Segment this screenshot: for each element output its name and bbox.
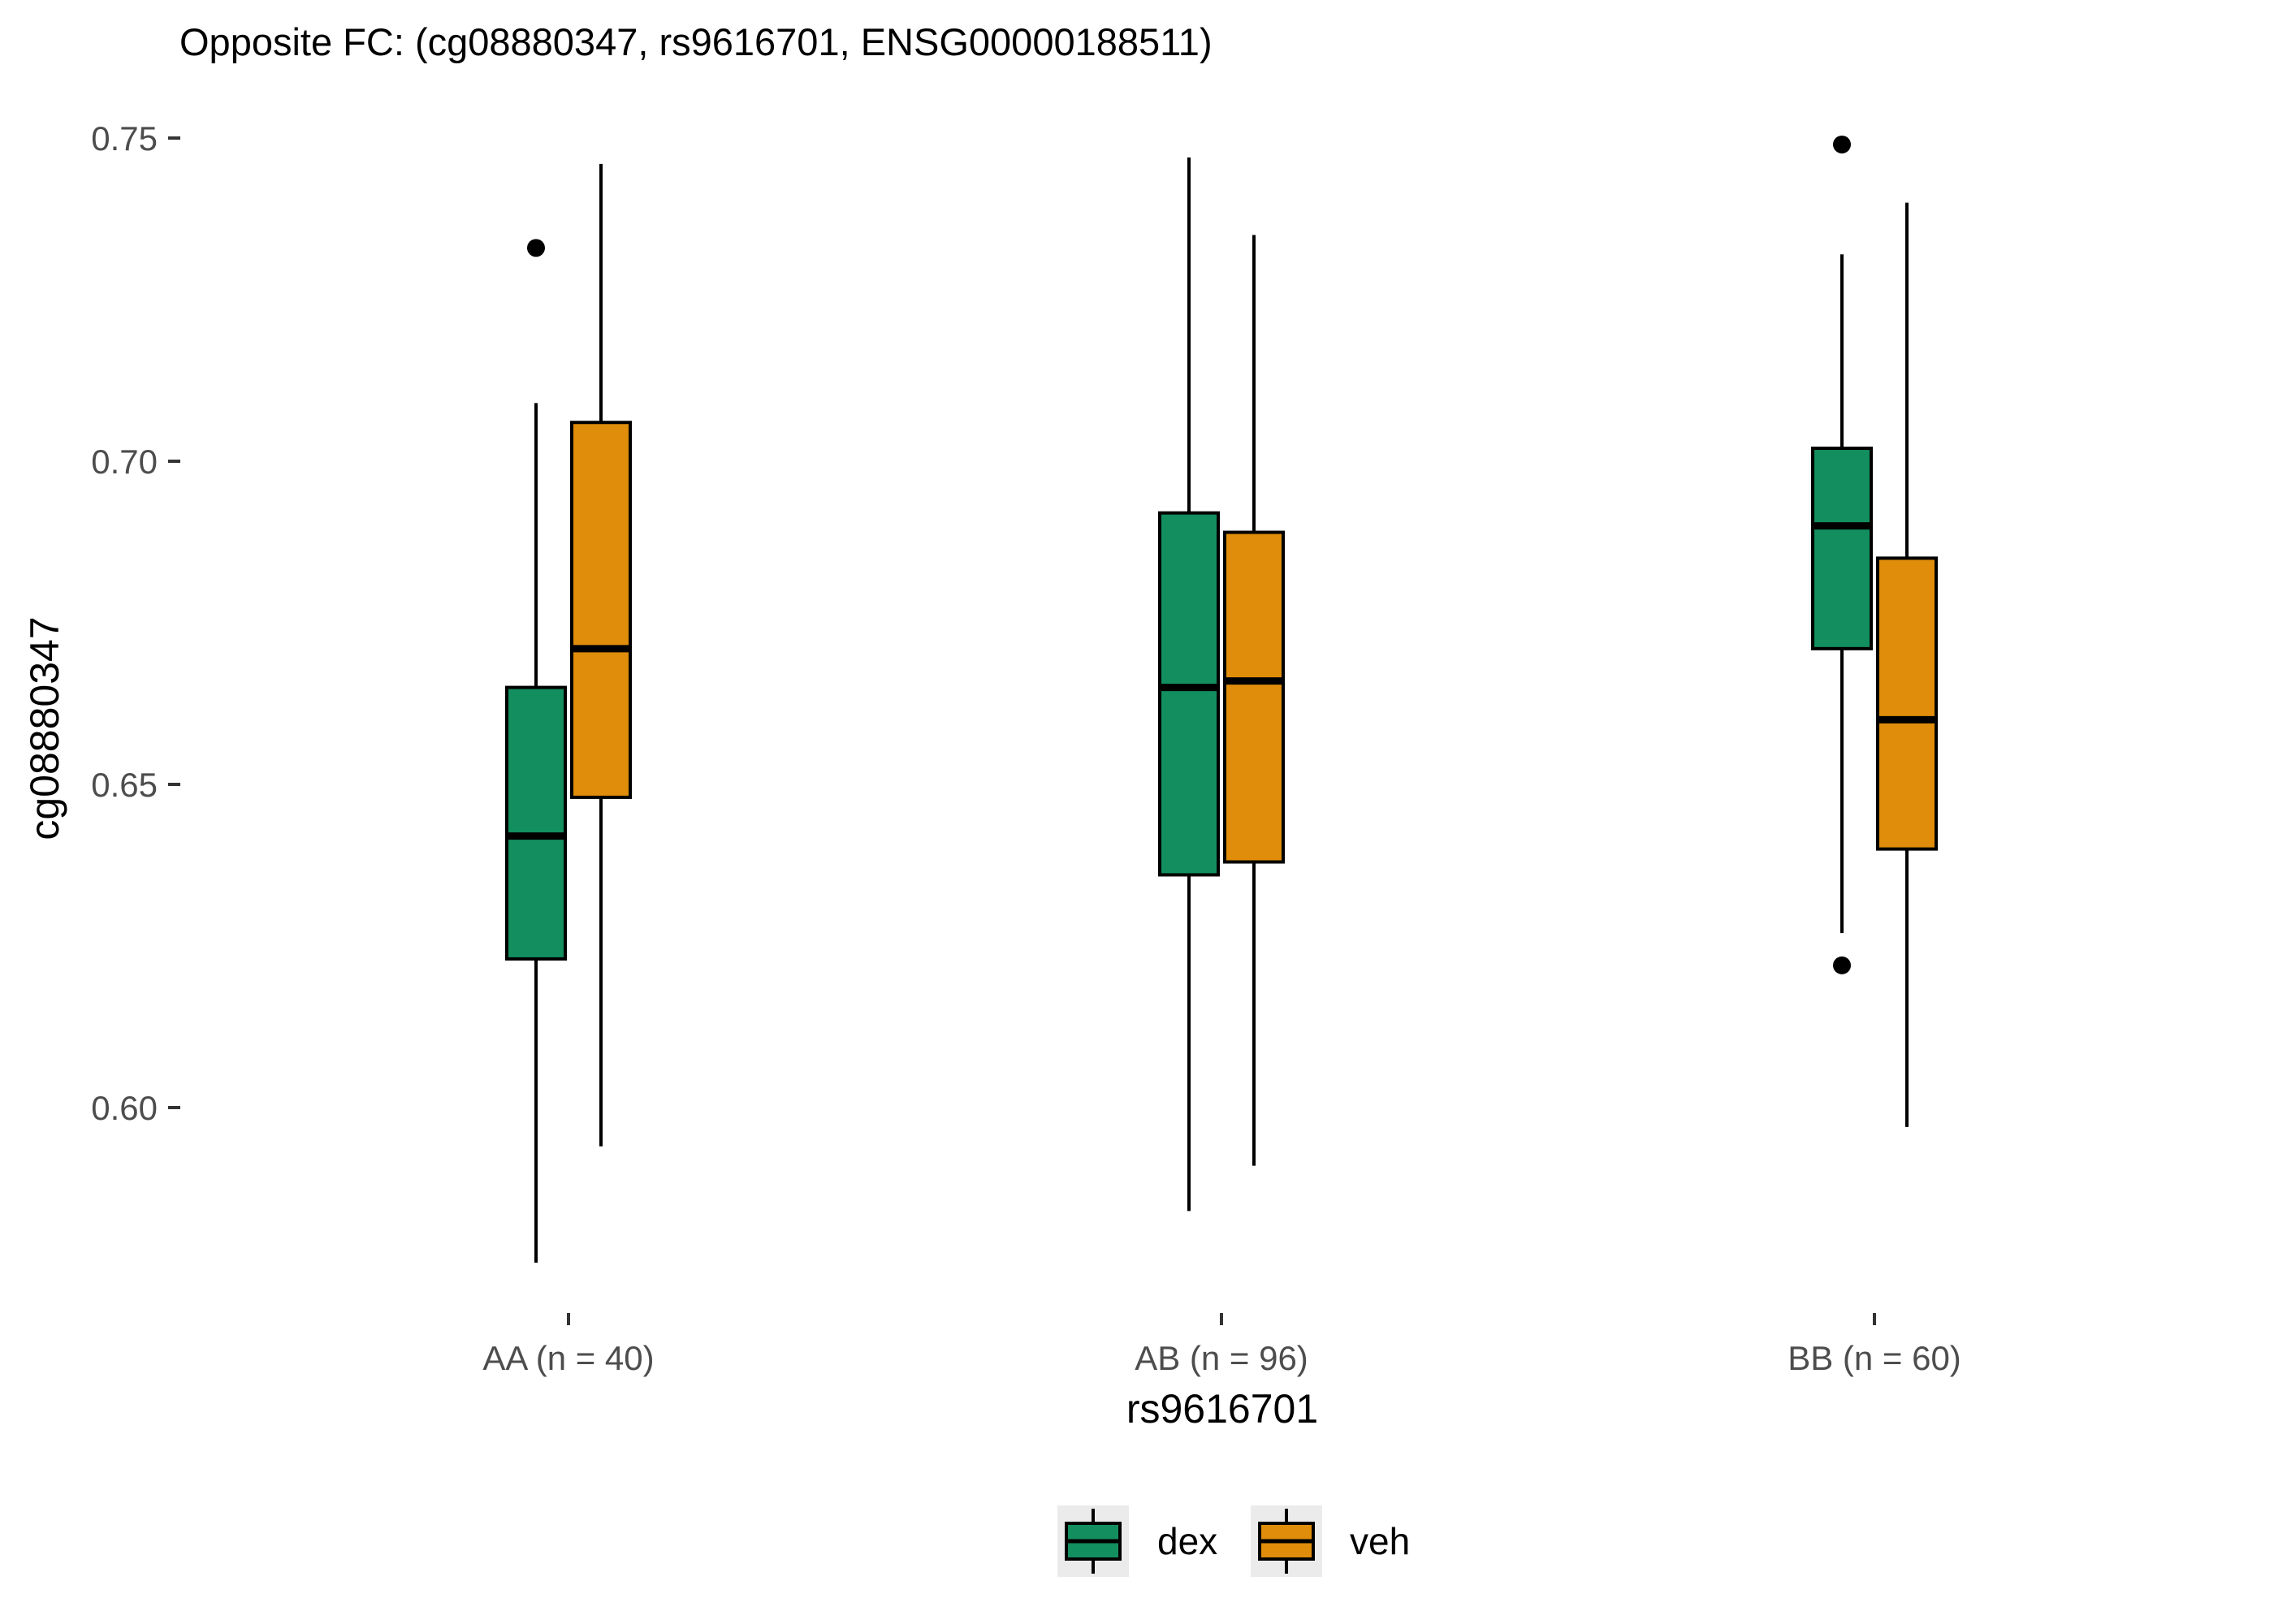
- box-veh-0: [570, 163, 632, 1147]
- box-dex-2: [1811, 135, 1873, 974]
- box-body: [1223, 530, 1285, 864]
- box-body: [1158, 511, 1220, 877]
- x-axis: AA (n = 40) AB (n = 96) BB (n = 60): [482, 1313, 1961, 1377]
- x-tick-label: AB (n = 96): [1135, 1339, 1308, 1377]
- plot-area: [505, 135, 1938, 1263]
- y-axis-title: cg08880347: [22, 616, 67, 840]
- legend-label: veh: [1350, 1520, 1410, 1562]
- y-tick-label: 0.65: [91, 766, 158, 804]
- legend-item-veh: veh: [1251, 1505, 1410, 1577]
- outlier-point: [1833, 135, 1851, 153]
- box-body: [1876, 556, 1938, 851]
- box-dex-0: [505, 239, 567, 1263]
- box-veh-1: [1223, 235, 1285, 1166]
- x-axis-title: rs9616701: [1126, 1386, 1318, 1432]
- x-tick-label: BB (n = 60): [1788, 1339, 1961, 1377]
- box-body: [570, 421, 632, 799]
- outlier-point: [527, 239, 545, 257]
- box-body: [505, 685, 567, 961]
- box-veh-2: [1876, 202, 1938, 1127]
- outlier-point: [1833, 956, 1851, 974]
- box-dex-1: [1158, 157, 1220, 1212]
- box-body: [1811, 447, 1873, 650]
- y-tick-label: 0.60: [91, 1089, 158, 1127]
- chart-title: Opposite FC: (cg08880347, rs9616701, ENS…: [179, 20, 1213, 63]
- legend-item-dex: dex: [1057, 1505, 1217, 1577]
- legend: dex veh: [1057, 1505, 1410, 1577]
- y-tick-label: 0.70: [91, 443, 158, 481]
- y-tick-label: 0.75: [91, 119, 158, 158]
- x-tick-label: AA (n = 40): [482, 1339, 654, 1377]
- legend-label: dex: [1157, 1520, 1217, 1562]
- y-axis: 0.60 0.65 0.70 0.75: [91, 119, 180, 1127]
